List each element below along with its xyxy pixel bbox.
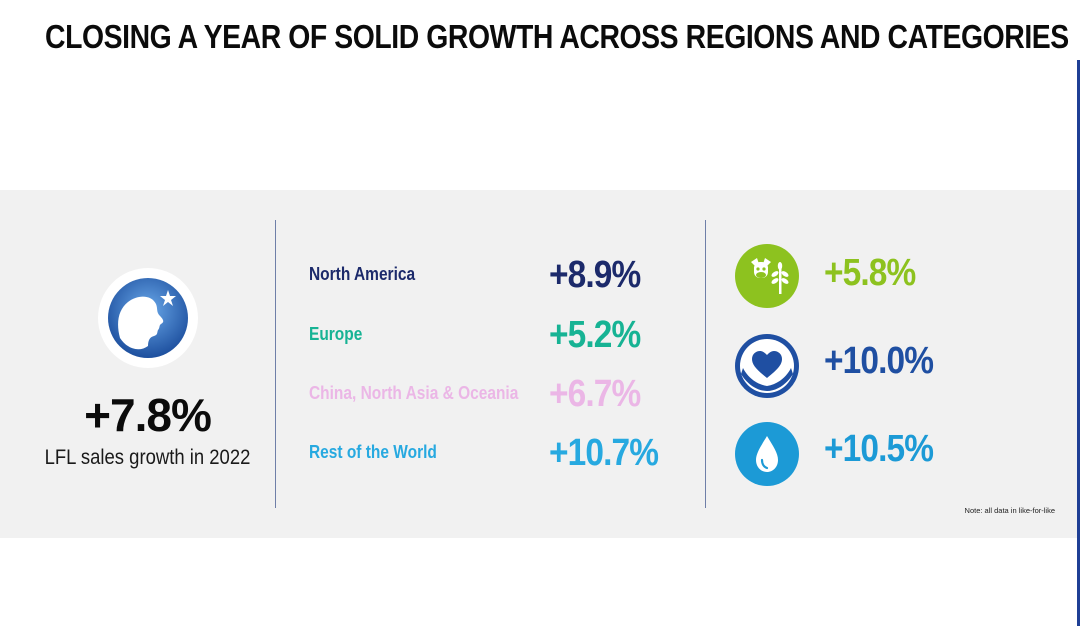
region-name-china-north-asia-oceania: China, North Asia & Oceania	[309, 383, 519, 403]
region-value-europe: +5.2%	[549, 314, 641, 356]
region-name-rest-of-world: Rest of the World	[309, 442, 437, 462]
brand-logo-icon	[98, 268, 198, 368]
region-name-europe: Europe	[309, 324, 363, 344]
region-value-north-america: +8.9%	[549, 254, 641, 296]
divider-left	[275, 220, 276, 508]
category-value-water-drop: +10.5%	[824, 428, 934, 470]
stats-panel: +7.8% LFL sales growth in 2022 North Ame…	[0, 190, 1077, 538]
category-value-heart-hands: +10.0%	[824, 340, 934, 382]
page-title: CLOSING A YEAR OF SOLID GROWTH ACROSS RE…	[45, 18, 1069, 55]
region-value-china-north-asia-oceania: +6.7%	[549, 373, 641, 415]
total-growth-value: +7.8%	[84, 389, 212, 441]
heart-hands-icon	[735, 334, 799, 398]
category-value-dairy-plant: +5.8%	[824, 252, 916, 294]
region-name-north-america: North America	[309, 264, 416, 284]
water-drop-icon	[735, 422, 799, 486]
divider-right	[705, 220, 706, 508]
total-growth-label: LFL sales growth in 2022	[44, 446, 251, 469]
dairy-plant-icon	[735, 244, 799, 308]
right-edge-line	[1077, 60, 1080, 626]
footnote: Note: all data in like-for-like	[964, 506, 1055, 515]
region-value-rest-of-world: +10.7%	[549, 432, 659, 474]
